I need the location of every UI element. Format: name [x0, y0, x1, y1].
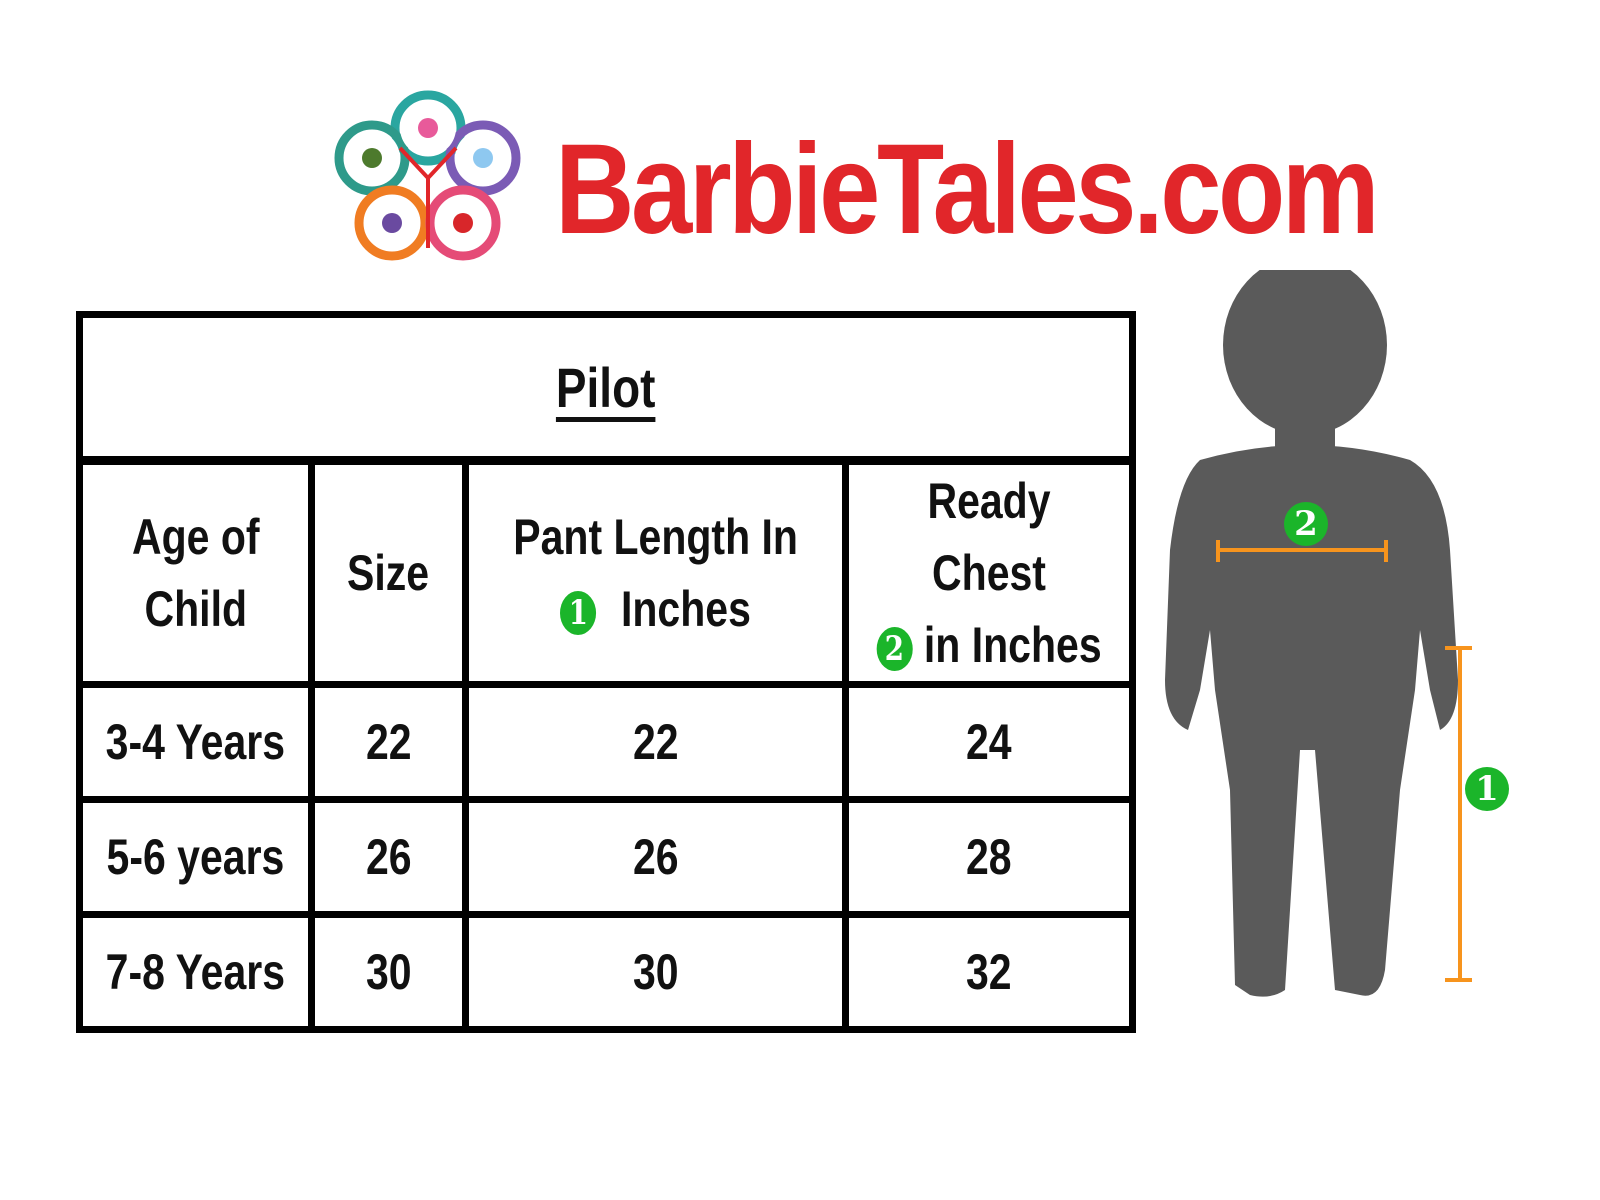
brand-name: BarbieTales.com — [555, 118, 1380, 261]
badge-2-icon: 2 — [876, 626, 913, 671]
chest-badge-icon: 2 — [1284, 502, 1328, 546]
header-age: Age of Child — [76, 457, 315, 688]
badge-1-icon: 1 — [560, 590, 597, 635]
brand-logo — [334, 90, 521, 261]
table-row: 3-4 Years 22 22 24 — [76, 681, 1136, 803]
table-title: Pilot — [76, 311, 1136, 465]
header-pant-length: Pant Length In 1 Inches — [462, 457, 849, 688]
length-badge-icon: 1 — [1465, 767, 1509, 811]
table-row: 5-6 years 26 26 28 — [76, 796, 1136, 918]
child-silhouette — [1165, 270, 1472, 997]
header-size: Size — [308, 457, 469, 688]
header-row: Age of Child Size Pant Length In 1 Inches R… — [76, 457, 1136, 688]
size-chart-table: Pilot Age of Child Size Pant Length In 1 In… — [76, 311, 1136, 1033]
table-row: 7-8 Years 30 30 32 — [76, 911, 1136, 1033]
header-chest: Ready Chest 2 in Inches — [842, 457, 1136, 688]
